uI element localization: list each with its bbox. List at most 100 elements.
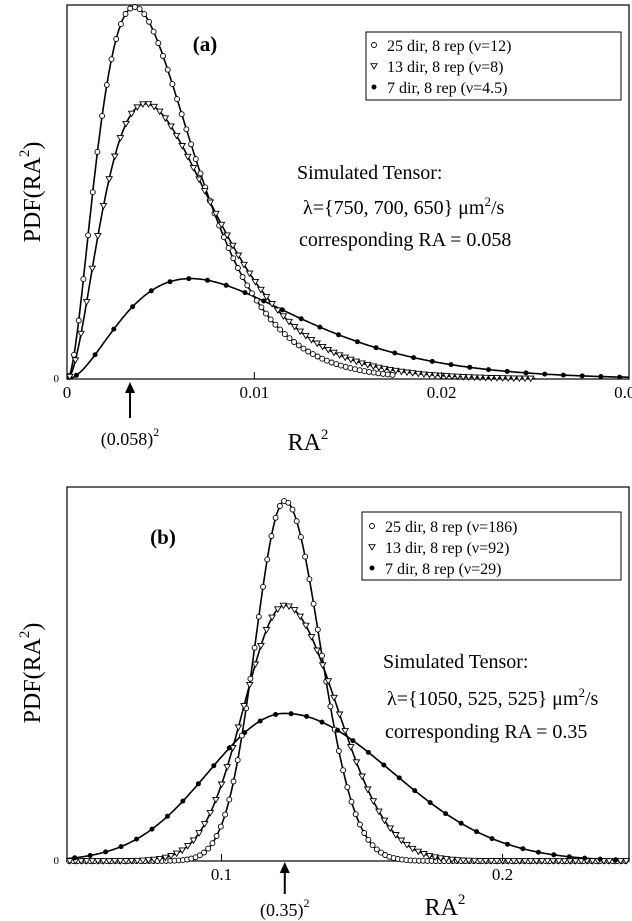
data-point-25-dir-8-rep-186 — [289, 506, 296, 513]
data-point-25-dir-8-rep-12 — [117, 21, 124, 28]
data-point-25-dir-8-rep-12 — [122, 11, 129, 17]
data-point-13-dir-8-rep-92 — [346, 744, 355, 751]
legend-box-b — [361, 511, 622, 581]
annotation-eigenvalues-text-a: λ={750, 700, 650} μm — [303, 197, 485, 219]
data-point-13-dir-8-rep-8 — [155, 108, 164, 116]
data-point-7-dir-8-rep-4-5 — [298, 316, 304, 322]
data-point-13-dir-8-rep-92 — [403, 842, 411, 849]
data-point-13-dir-8-rep-8 — [453, 373, 462, 381]
data-point-7-dir-8-rep-29 — [350, 738, 356, 744]
data-point-13-dir-8-rep-92 — [99, 858, 108, 865]
data-point-7-dir-8-rep-4-5 — [242, 290, 248, 296]
data-point-7-dir-8-rep-4-5 — [73, 372, 79, 378]
data-point-13-dir-8-rep-92 — [442, 856, 451, 863]
legend-label: 7 dir, 8 rep (ν=4.5) — [387, 80, 507, 97]
data-point-25-dir-8-rep-12 — [244, 282, 251, 289]
data-point-25-dir-8-rep-12 — [361, 368, 368, 375]
plot-frame-a — [66, 4, 630, 380]
data-point-13-dir-8-rep-92 — [543, 858, 552, 865]
data-point-13-dir-8-rep-8 — [504, 375, 513, 382]
data-point-13-dir-8-rep-92 — [240, 703, 248, 710]
data-point-13-dir-8-rep-8 — [330, 349, 338, 357]
data-point-25-dir-8-rep-12 — [356, 367, 363, 374]
data-point-13-dir-8-rep-8 — [144, 101, 153, 108]
data-point-25-dir-8-rep-12 — [267, 316, 274, 323]
data-point-7-dir-8-rep-29 — [443, 811, 449, 817]
data-point-13-dir-8-rep-8 — [251, 278, 260, 286]
data-point-13-dir-8-rep-8 — [464, 374, 473, 381]
data-point-7-dir-8-rep-29 — [288, 711, 294, 717]
x-axis-label-text-a: RA — [288, 430, 322, 456]
data-point-13-dir-8-rep-92 — [206, 810, 215, 817]
data-point-13-dir-8-rep-8 — [341, 354, 350, 362]
data-point-13-dir-8-rep-92 — [77, 858, 85, 865]
data-point-25-dir-8-rep-12 — [328, 359, 335, 366]
data-point-25-dir-8-rep-12 — [253, 297, 260, 304]
data-point-13-dir-8-rep-8 — [217, 221, 226, 229]
data-point-7-dir-8-rep-29 — [118, 844, 124, 850]
arrow-head-a — [125, 382, 136, 393]
data-point-25-dir-8-rep-186 — [260, 583, 266, 590]
annotation-unit-tail-b: /s — [585, 688, 599, 710]
data-point-13-dir-8-rep-8 — [285, 318, 293, 326]
data-point-13-dir-8-rep-8 — [397, 368, 406, 376]
data-point-13-dir-8-rep-8 — [391, 367, 400, 375]
legend-marker-25-dir-8-rep-12 — [371, 42, 377, 48]
data-point-25-dir-8-rep-12 — [141, 11, 148, 18]
data-point-13-dir-8-rep-92 — [318, 662, 327, 669]
data-point-25-dir-8-rep-12 — [131, 4, 138, 10]
data-point-13-dir-8-rep-8 — [481, 374, 490, 382]
data-point-25-dir-8-rep-12 — [85, 232, 92, 239]
arrow-label-exp-b: 2 — [304, 896, 310, 910]
data-point-13-dir-8-rep-92 — [436, 855, 445, 862]
data-point-13-dir-8-rep-92 — [178, 847, 187, 855]
data-point-13-dir-8-rep-92 — [341, 728, 350, 735]
data-point-25-dir-8-rep-12 — [136, 6, 143, 13]
data-point-25-dir-8-rep-12 — [71, 351, 77, 358]
data-point-13-dir-8-rep-92 — [268, 614, 276, 622]
data-point-25-dir-8-rep-12 — [281, 331, 288, 338]
data-point-7-dir-8-rep-29 — [304, 713, 310, 719]
data-point-25-dir-8-rep-186 — [302, 553, 309, 560]
x-tick-label: 0 — [63, 383, 72, 402]
data-point-7-dir-8-rep-29 — [381, 762, 387, 768]
data-point-13-dir-8-rep-8 — [369, 363, 378, 370]
data-point-13-dir-8-rep-92 — [554, 858, 563, 865]
annotation-unit-exp-a: 2 — [484, 194, 491, 209]
annotation-a: Simulated Tensor: λ={750, 700, 650} μm2/… — [297, 162, 511, 251]
data-point-13-dir-8-rep-92 — [408, 845, 417, 853]
data-point-25-dir-8-rep-186 — [352, 811, 359, 818]
data-point-25-dir-8-rep-186 — [247, 675, 254, 682]
data-point-13-dir-8-rep-92 — [380, 817, 389, 825]
annotation-eigenvalues-b: λ={1050, 525, 525} μm2/s — [387, 685, 599, 710]
data-point-13-dir-8-rep-92 — [200, 821, 209, 828]
data-point-13-dir-8-rep-8 — [358, 360, 366, 367]
legend-label: 25 dir, 8 rep (ν=12) — [387, 38, 511, 55]
data-point-13-dir-8-rep-8 — [498, 375, 507, 382]
legend-marker-25-dir-8-rep-186 — [369, 523, 375, 529]
data-point-13-dir-8-rep-92 — [324, 678, 333, 685]
data-point-25-dir-8-rep-12 — [150, 28, 157, 35]
data-point-7-dir-8-rep-29 — [195, 781, 201, 787]
ticks-a: 0 0.01 0.02 0.03 — [63, 372, 632, 402]
data-point-25-dir-8-rep-12 — [300, 345, 307, 352]
data-point-25-dir-8-rep-12 — [160, 52, 166, 59]
data-point-13-dir-8-rep-8 — [313, 340, 321, 348]
data-point-25-dir-8-rep-12 — [347, 365, 354, 372]
data-point-13-dir-8-rep-92 — [122, 858, 130, 865]
data-point-25-dir-8-rep-12 — [155, 40, 162, 47]
data-point-25-dir-8-rep-186 — [365, 836, 372, 843]
data-point-13-dir-8-rep-8 — [436, 372, 445, 380]
data-point-25-dir-8-rep-12 — [188, 141, 195, 148]
data-point-13-dir-8-rep-8 — [408, 370, 417, 377]
data-point-25-dir-8-rep-12 — [263, 310, 269, 317]
annotation-ra-b: corresponding RA = 0.35 — [385, 721, 587, 743]
legend-label: 13 dir, 8 rep (ν=92) — [385, 540, 509, 557]
data-point-13-dir-8-rep-8 — [212, 210, 220, 218]
legend-label: 13 dir, 8 rep (ν=8) — [387, 59, 503, 76]
data-point-25-dir-8-rep-186 — [255, 613, 262, 620]
data-point-13-dir-8-rep-8 — [206, 199, 215, 207]
data-point-25-dir-8-rep-186 — [251, 644, 258, 651]
data-point-7-dir-8-rep-29 — [273, 712, 279, 717]
data-point-13-dir-8-rep-8 — [296, 328, 305, 336]
